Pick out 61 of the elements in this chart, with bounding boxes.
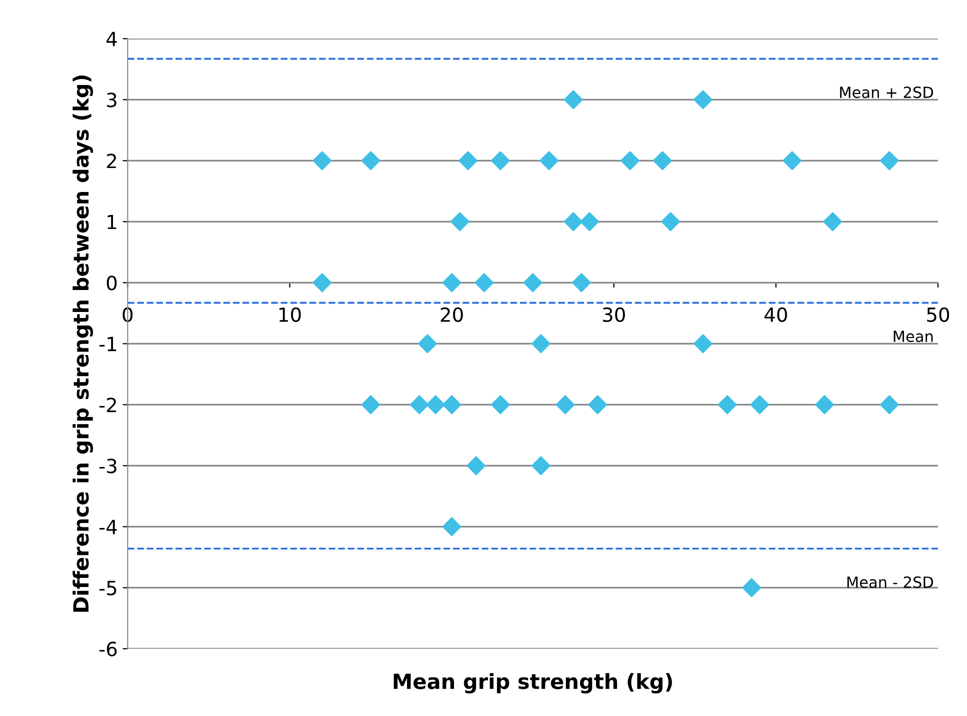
point xyxy=(815,395,834,414)
ref-line-label: Mean xyxy=(894,330,933,342)
point xyxy=(490,395,510,414)
point xyxy=(490,151,510,170)
point xyxy=(750,395,770,414)
point xyxy=(361,395,380,414)
point xyxy=(782,151,802,170)
point xyxy=(540,151,559,170)
point xyxy=(556,395,575,414)
point xyxy=(580,212,600,232)
point xyxy=(694,90,712,110)
point xyxy=(718,395,737,414)
point xyxy=(410,395,429,414)
y-tick-label: 2 xyxy=(106,154,116,168)
y-axis-title: Difference in grip strength between days (kg) xyxy=(72,76,93,612)
y-tick-label: -1 xyxy=(99,336,116,352)
y-tick-label: -2 xyxy=(99,398,116,412)
point xyxy=(661,212,680,232)
point xyxy=(426,395,446,414)
point xyxy=(442,273,462,292)
point xyxy=(458,151,478,170)
ref-line-label: Mean + 2SD xyxy=(840,86,934,98)
y-tick-label: 3 xyxy=(107,92,116,108)
point xyxy=(564,90,583,110)
point xyxy=(823,212,842,232)
y-tick-label: 0 xyxy=(106,276,117,290)
y-tick-label: 4 xyxy=(106,32,117,46)
point xyxy=(620,151,640,170)
point xyxy=(531,456,550,476)
x-tick-label: 20 xyxy=(440,307,463,322)
point xyxy=(361,151,380,170)
point xyxy=(312,151,332,170)
point xyxy=(880,151,899,170)
x-tick-label: 10 xyxy=(279,307,301,322)
point xyxy=(450,212,470,232)
x-tick-label: 30 xyxy=(602,307,625,322)
point xyxy=(523,273,542,292)
point xyxy=(466,456,486,476)
ref-line-label: Mean - 2SD xyxy=(847,576,934,588)
y-tick-label: -3 xyxy=(99,458,116,474)
point xyxy=(418,334,437,354)
point xyxy=(442,395,462,414)
x-tick-label: 0 xyxy=(122,307,133,322)
point xyxy=(564,212,583,232)
x-tick-label: 50 xyxy=(927,307,950,322)
y-tick-label: 1 xyxy=(108,214,116,230)
point xyxy=(742,578,762,598)
x-axis-title: Mean grip strength (kg) xyxy=(394,673,672,694)
y-tick-label: -6 xyxy=(99,642,117,656)
point xyxy=(652,151,672,170)
y-tick-label: -5 xyxy=(99,580,116,596)
point xyxy=(474,273,494,292)
point xyxy=(442,517,462,536)
point xyxy=(531,334,550,354)
point xyxy=(880,395,899,414)
x-tick-label: 40 xyxy=(764,307,787,322)
y-tick-label: -4 xyxy=(99,520,117,534)
point xyxy=(572,273,591,292)
point xyxy=(694,334,712,354)
point xyxy=(588,395,608,414)
point xyxy=(312,273,332,292)
